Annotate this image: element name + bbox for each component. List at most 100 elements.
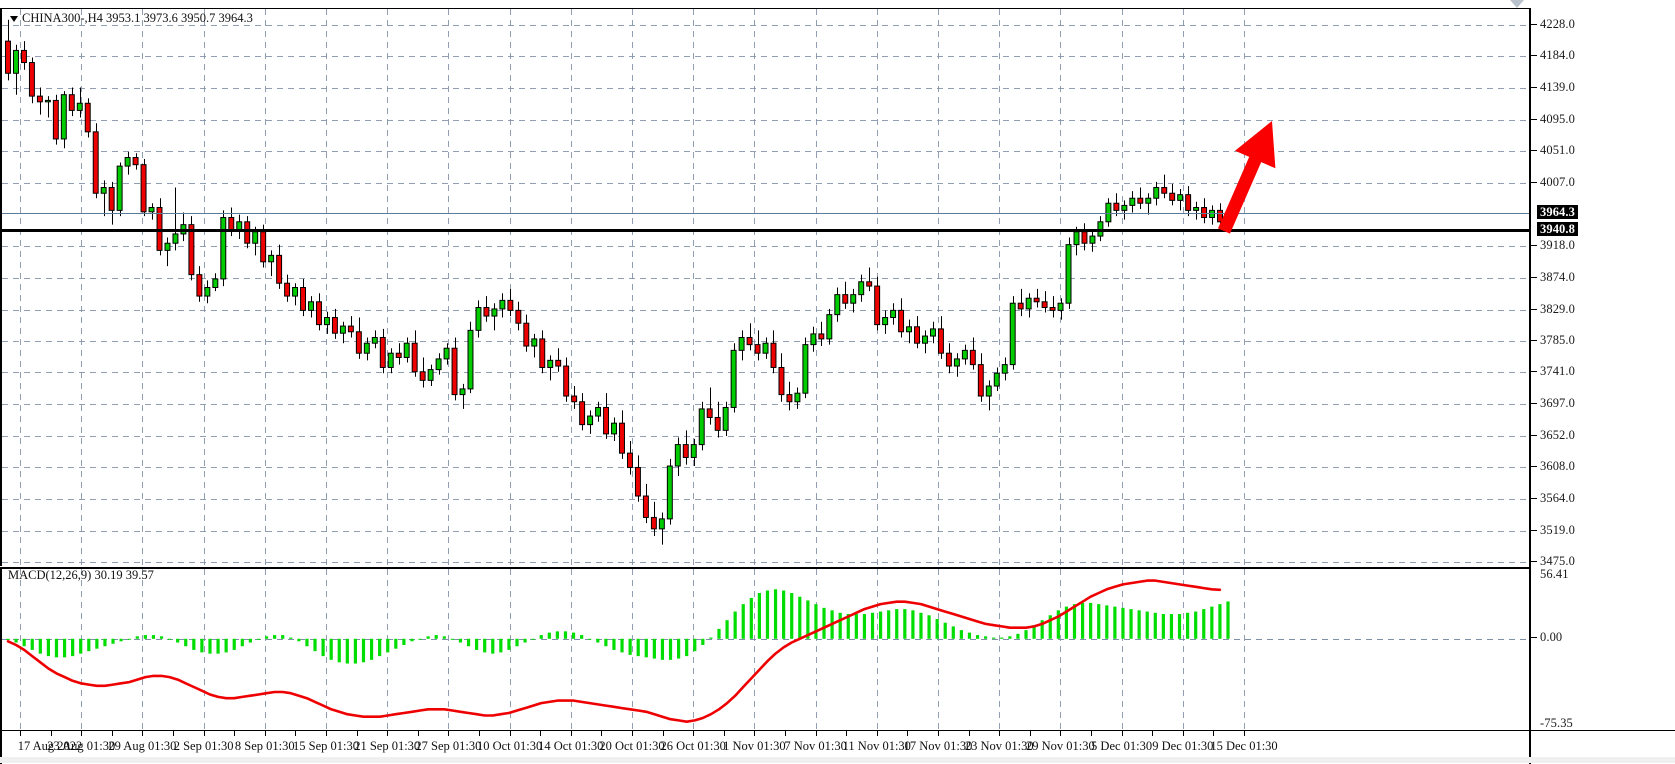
- time-axis-minor-tick: [418, 731, 419, 736]
- price-axis-label: 3652.0: [1540, 428, 1575, 443]
- time-axis-label: 21 Sep 01:30: [354, 739, 421, 753]
- time-axis-label: 11 Nov 01:30: [842, 739, 911, 753]
- time-axis-label: 10 Oct 01:30: [476, 739, 543, 753]
- price-axis-tick: [1531, 150, 1537, 152]
- time-axis-minor-tick: [479, 731, 480, 736]
- time-axis-minor-tick: [51, 731, 52, 736]
- time-axis-label: 29 Nov 01:30: [1026, 739, 1095, 753]
- price-axis-label: 4228.0: [1540, 16, 1575, 31]
- price-axis-label: 4139.0: [1540, 80, 1575, 95]
- price-axis-label: 3697.0: [1540, 395, 1575, 410]
- status-bar: [0, 757, 1675, 763]
- price-axis-tick: [1531, 245, 1537, 247]
- macd-axis-tick: [1531, 636, 1537, 638]
- price-axis-tick: [1531, 87, 1537, 89]
- top-scroll-strip[interactable]: [0, 0, 1675, 8]
- time-axis-tick: [1122, 731, 1123, 736]
- price-axis-label: 3874.0: [1540, 269, 1575, 284]
- time-axis-minor-tick: [173, 731, 174, 736]
- price-axis-tick: [1531, 118, 1537, 120]
- time-axis-label: 23 Aug 01:30: [47, 739, 116, 753]
- time-axis-tick: [20, 731, 21, 736]
- time-axis-minor-tick: [969, 731, 970, 736]
- price-axis-tick: [1531, 466, 1537, 468]
- macd-axis-label: -75.35: [1540, 716, 1573, 730]
- time-axis-label: 17 Nov 01:30: [903, 739, 973, 753]
- time-axis-tick: [142, 731, 143, 736]
- time-axis-label: 5 Dec 01:30: [1091, 739, 1153, 753]
- time-axis-minor-tick: [907, 731, 908, 736]
- time-axis-tick: [510, 731, 511, 736]
- time-axis-label: 27 Sep 01:30: [415, 739, 482, 753]
- time-axis-tick: [754, 731, 755, 736]
- time-axis-label: 20 Oct 01:30: [599, 739, 665, 753]
- time-axis-minor-tick: [540, 731, 541, 736]
- price-axis-label: 4007.0: [1540, 174, 1575, 189]
- time-axis-label: 7 Nov 01:30: [784, 739, 847, 753]
- time-axis-tick: [326, 731, 327, 736]
- time-axis-minor-tick: [1152, 731, 1153, 736]
- price-level-lines: [2, 213, 1531, 232]
- time-axis-minor-tick: [234, 731, 235, 736]
- time-axis-minor-tick: [846, 731, 847, 736]
- price-axis-label: 4184.0: [1540, 48, 1575, 63]
- time-axis-label: 2 Sep 01:30: [173, 739, 234, 753]
- macd-label: MACD(12,26,9) 30.19 39.57: [8, 568, 154, 582]
- price-axis-tick: [1531, 308, 1537, 310]
- time-axis-label: 14 Oct 01:30: [538, 739, 604, 753]
- time-axis-label: 15 Dec 01:30: [1210, 739, 1278, 753]
- time-axis-minor-tick: [1091, 731, 1092, 736]
- time-axis-label: 1 Nov 01:30: [723, 739, 786, 753]
- price-axis-label: 3564.0: [1540, 490, 1575, 505]
- time-axis-label: 23 Nov 01:30: [964, 739, 1034, 753]
- time-axis-tick: [693, 731, 694, 736]
- time-axis-tick: [1060, 731, 1061, 736]
- price-axis-tick: [1531, 530, 1537, 531]
- price-axis-tick: [1531, 435, 1537, 437]
- price-axis-label: 3785.0: [1540, 333, 1575, 348]
- time-axis-tick: [632, 731, 633, 736]
- price-axis-label: 3829.0: [1540, 301, 1575, 316]
- time-axis-tick: [999, 731, 1000, 736]
- price-chart-pane[interactable]: CHINA300-,H4 3953.1 3973.6 3950.7 3964.3: [0, 8, 1531, 566]
- time-axis-tick: [265, 731, 266, 736]
- chart-title: CHINA300-,H4 3953.1 3973.6 3950.7 3964.3: [10, 11, 253, 26]
- time-axis-minor-tick: [785, 731, 786, 736]
- time-axis-label: 29 Aug 01:30: [108, 739, 177, 753]
- price-axis-label: 4051.0: [1540, 143, 1575, 158]
- chevron-down-icon[interactable]: [10, 16, 18, 23]
- macd-series: [6, 579, 1230, 723]
- price-axis-label: 3519.0: [1540, 523, 1575, 537]
- price-axis-label: 3918.0: [1540, 238, 1575, 253]
- time-axis-label: 9 Dec 01:30: [1152, 739, 1214, 753]
- time-axis-tick: [387, 731, 388, 736]
- candlestick-series: [5, 19, 1231, 545]
- price-axis-tick: [1531, 55, 1537, 57]
- price-axis-tick: [1531, 497, 1537, 499]
- time-axis-minor-tick: [112, 731, 113, 736]
- price-axis-tick: [1531, 402, 1537, 404]
- price-axis-tick: [1531, 181, 1537, 183]
- price-axis-tick: [1531, 23, 1537, 25]
- price-axis-tick: [1531, 561, 1537, 563]
- time-axis-tick: [1244, 731, 1245, 736]
- time-axis-tick: [448, 731, 449, 736]
- price-axis-tick: [1531, 340, 1537, 342]
- time-axis-minor-tick: [601, 731, 602, 736]
- scroll-thumb-icon[interactable]: [1510, 0, 1524, 8]
- price-axis-tick: [1531, 371, 1537, 373]
- price-grid: [2, 9, 1531, 566]
- chart-title-text: CHINA300-,H4 3953.1 3973.6 3950.7 3964.3: [22, 11, 253, 25]
- price-axis-label: 3608.0: [1540, 459, 1575, 474]
- time-axis-label: 17 Aug 2022: [17, 739, 83, 753]
- bullish-arrow-annotation[interactable]: [2, 9, 1531, 566]
- time-axis-minor-tick: [1213, 731, 1214, 736]
- macd-indicator-pane[interactable]: MACD(12,26,9) 30.19 39.57: [0, 567, 1531, 732]
- price-axis-tick: [1531, 276, 1537, 278]
- time-axis-minor-tick: [1030, 731, 1031, 736]
- price-axis-highlight-label: 3964.3: [1537, 205, 1578, 220]
- price-axis[interactable]: 4228.0 4184.0 4139.0 4095.0 4051.0 4007.0 3918…: [1529, 8, 1675, 730]
- time-axis-minor-tick: [295, 731, 296, 736]
- time-axis-minor-tick: [663, 731, 664, 736]
- time-axis-label: 26 Oct 01:30: [660, 739, 726, 753]
